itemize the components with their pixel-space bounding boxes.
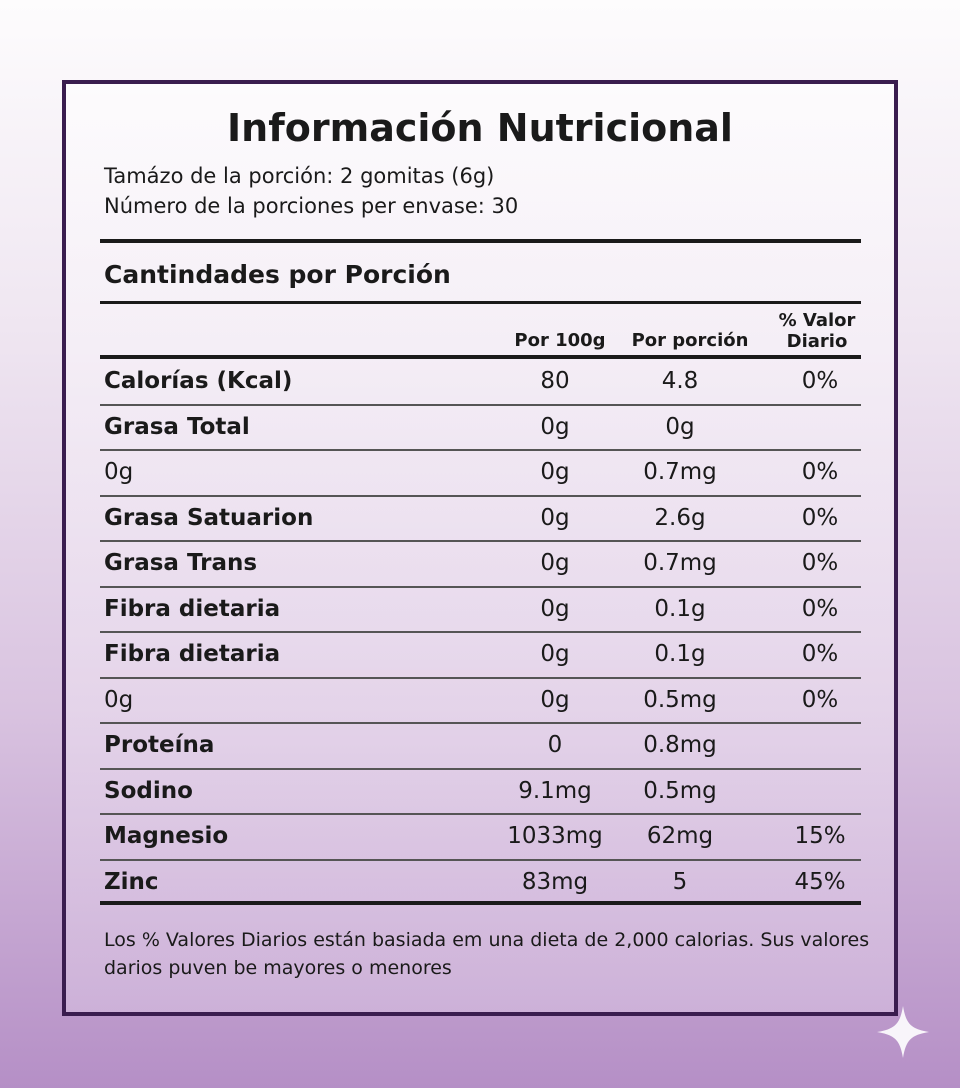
per-100g: 0g xyxy=(540,595,570,622)
daily-value: 0% xyxy=(801,550,839,576)
daily-value: 45% xyxy=(794,868,846,895)
column-header: Por 100g xyxy=(514,330,606,351)
per-portion: 0.8mg xyxy=(643,732,717,758)
footnote: Los % Valores Diarios están basiada em u… xyxy=(104,929,870,979)
row-label: 0g xyxy=(104,459,134,485)
per-portion: 0.1g xyxy=(654,595,706,622)
title: Información Nutricional xyxy=(227,106,733,150)
row-divider xyxy=(100,585,861,588)
row-label: Zinc xyxy=(104,868,159,895)
daily-value: 15% xyxy=(794,823,846,849)
per-100g: 0g xyxy=(540,413,570,440)
per-100g: 80 xyxy=(540,368,570,394)
row-label: 0g xyxy=(104,686,134,713)
per-100g: 0g xyxy=(540,504,570,531)
row-label: Grasa Total xyxy=(104,413,250,440)
row-label: Proteína xyxy=(104,732,215,758)
per-portion: 0.5mg xyxy=(643,777,717,804)
row-divider xyxy=(100,767,861,770)
section-title: Cantindades por Porción xyxy=(104,260,451,289)
row-label: Grasa Trans xyxy=(104,550,258,576)
divider xyxy=(100,301,861,304)
daily-value: 0% xyxy=(801,368,839,394)
row-divider xyxy=(100,631,861,633)
row-label: Sodino xyxy=(104,777,193,804)
per-100g: 0g xyxy=(540,550,570,576)
daily-value: 0% xyxy=(801,641,839,667)
per-100g: 0g xyxy=(540,686,570,713)
row-label: Calorías (Kcal) xyxy=(104,368,293,394)
row-divider xyxy=(100,676,861,679)
daily-value: 0% xyxy=(801,595,839,622)
row-divider xyxy=(100,813,861,815)
daily-value: 0% xyxy=(801,459,839,485)
per-portion: 2.6g xyxy=(654,504,706,531)
row-label: Magnesio xyxy=(104,823,229,849)
daily-value: 0% xyxy=(801,504,839,531)
per-portion: 5 xyxy=(672,868,688,895)
per-100g: 83mg xyxy=(521,868,589,895)
row-divider xyxy=(100,403,861,406)
row-divider xyxy=(100,858,861,861)
per-portion: 62mg xyxy=(646,823,714,849)
per-100g: 0g xyxy=(540,641,570,667)
daily-value: 0% xyxy=(801,686,839,713)
divider xyxy=(100,901,861,905)
row-label: Grasa Satuarion xyxy=(104,504,314,531)
per-portion: 0g xyxy=(665,413,695,440)
divider xyxy=(100,239,861,243)
row-label: Fibra dietaria xyxy=(104,595,281,622)
servings-per-container: Número de la porciones per envase: 30 xyxy=(104,194,519,218)
per-100g: 0 xyxy=(547,732,563,758)
row-label: Fibra dietaria xyxy=(104,641,281,667)
per-portion: 0.1g xyxy=(654,641,706,667)
serving-size: Tamázo de la porción: 2 gomitas (6g) xyxy=(104,164,495,188)
divider xyxy=(100,355,861,359)
row-divider xyxy=(100,494,861,497)
per-portion: 0.7mg xyxy=(643,550,717,576)
per-100g: 0g xyxy=(540,459,570,485)
per-portion: 4.8 xyxy=(661,368,699,394)
row-divider xyxy=(100,449,861,451)
row-divider xyxy=(100,540,861,542)
per-portion: 0.7mg xyxy=(643,459,717,485)
column-header: % Valor Diario xyxy=(778,310,856,352)
per-100g: 1033mg xyxy=(507,823,603,849)
row-divider xyxy=(100,722,861,724)
per-portion: 0.5mg xyxy=(643,686,717,713)
per-100g: 9.1mg xyxy=(518,777,592,804)
sparkle xyxy=(877,1006,929,1058)
column-header: Por porción xyxy=(631,330,749,351)
